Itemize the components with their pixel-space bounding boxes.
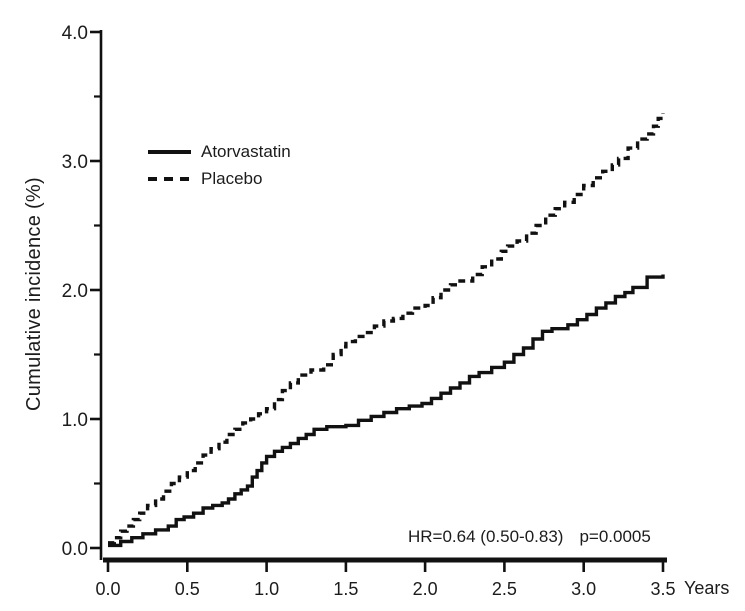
hazard-ratio-text: HR=0.64 (0.50-0.83) (408, 527, 564, 546)
x-tick-label: 3.5 (650, 579, 675, 599)
p-value-text: p=0.0005 (579, 527, 651, 546)
x-axis-unit-label: Years (684, 578, 730, 598)
dashed-line-swatch-icon (148, 176, 191, 181)
y-tick-label: 3.0 (62, 152, 88, 173)
legend-item-atorvastatin: Atorvastatin (148, 138, 291, 165)
x-tick-label: 3.0 (571, 579, 596, 599)
y-tick-label: 4.0 (62, 23, 88, 44)
placebo-curve (108, 113, 665, 545)
x-tick-label: 0.5 (175, 579, 200, 599)
y-tick-label: 1.0 (62, 410, 88, 431)
legend-label-atorvastatin: Atorvastatin (201, 141, 291, 161)
legend-label-placebo: Placebo (201, 168, 263, 188)
solid-line-swatch-icon (148, 149, 191, 154)
atorvastatin-curve (108, 274, 665, 548)
y-axis-title: Cumulative incidence (%) (23, 177, 45, 411)
hazard-ratio-annotation: HR=0.64 (0.50-0.83) p=0.0005 (408, 527, 651, 547)
x-tick-label: 2.0 (413, 579, 438, 599)
y-tick-label: 0.0 (62, 539, 88, 560)
x-tick-label: 1.0 (254, 579, 279, 599)
x-tick-label: 0.0 (95, 579, 120, 599)
y-tick-label: 2.0 (62, 281, 88, 302)
x-tick-label: 2.5 (492, 579, 517, 599)
x-tick-label: 1.5 (333, 579, 358, 599)
legend: Atorvastatin Placebo (148, 138, 291, 192)
legend-item-placebo: Placebo (148, 165, 291, 192)
